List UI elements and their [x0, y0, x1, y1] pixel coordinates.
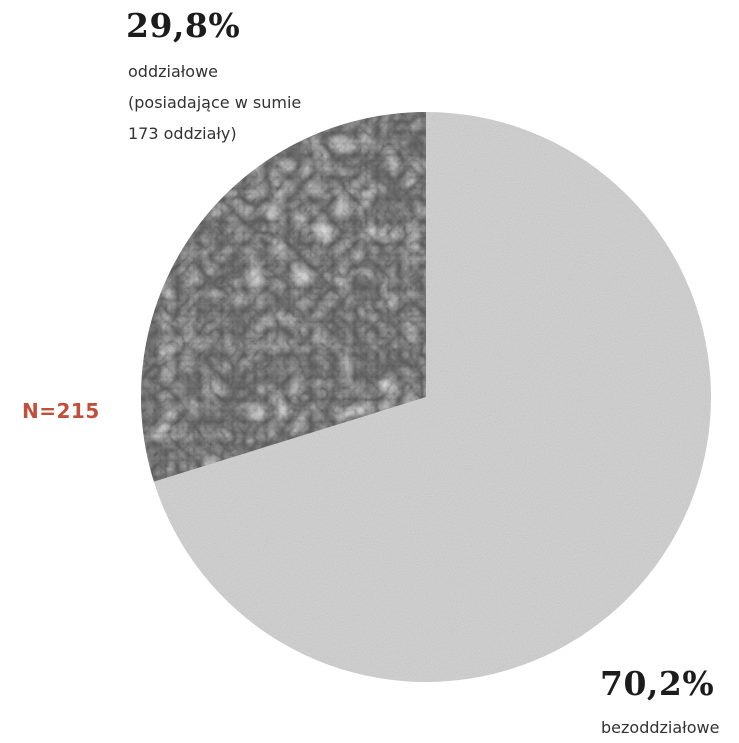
slice-label-oddzialowe: oddziałowe (posiadające w sumie 173 oddz…: [128, 56, 301, 149]
slice-label-bezoddzialowe: bezoddziałowe: [601, 712, 719, 743]
slice-label-line: (posiadające w sumie: [128, 93, 302, 112]
sample-size-label: N=215: [22, 399, 100, 423]
slice-label-line: bezoddziałowe: [601, 718, 720, 737]
slice-percent-label-oddzialowe: 29,8%: [126, 6, 241, 45]
slice-label-line: 173 oddziały): [128, 124, 237, 143]
pie-slice-bezoddzialowe: [153, 112, 711, 682]
slice-percent-label-bezoddzialowe: 70,2%: [600, 664, 715, 703]
pie-slice-oddzialowe: [140, 112, 426, 482]
slice-label-line: oddziałowe: [128, 62, 219, 81]
